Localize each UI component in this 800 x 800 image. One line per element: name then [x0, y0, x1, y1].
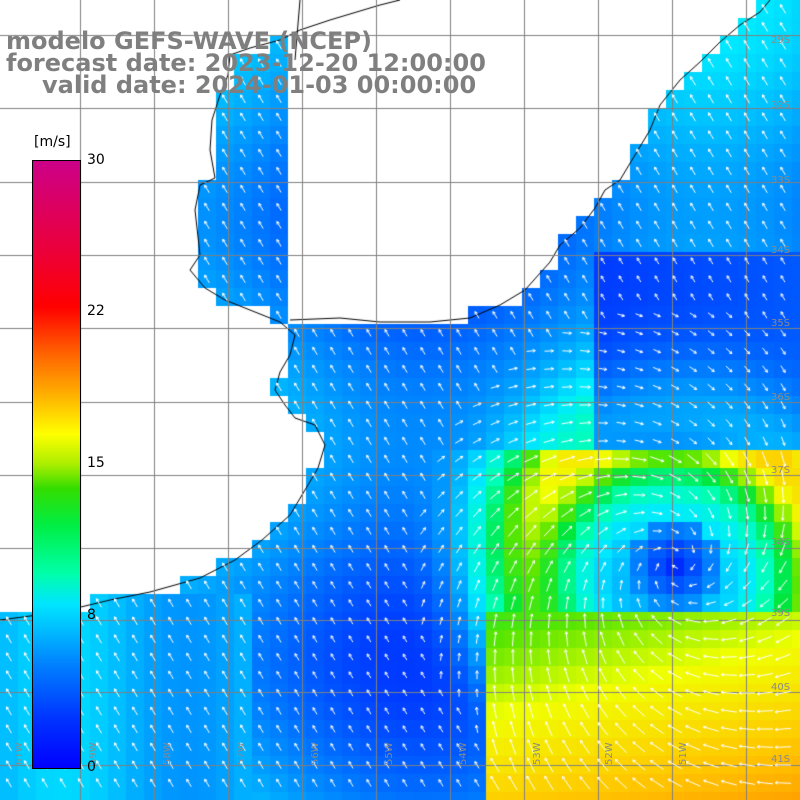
longitude-label: 51W	[678, 742, 689, 765]
colorbar-tick-0: 0	[87, 759, 96, 775]
latitude-label: 38S	[771, 537, 791, 548]
longitude-label: 53W	[532, 742, 543, 765]
colorbar-tick-22: 22	[87, 303, 105, 319]
latitude-label: 40S	[771, 682, 791, 693]
latitude-label: 36S	[771, 392, 791, 403]
map-title: modelo GEFS-WAVE (NCEP) forecast date: 2…	[6, 27, 486, 99]
longitude-label: 56W	[310, 742, 321, 765]
colorbar	[32, 160, 81, 769]
latitude-label: 35S	[771, 318, 791, 329]
model-name: modelo GEFS-WAVE (NCEP)	[6, 27, 372, 55]
longitude-label: 55W	[384, 742, 395, 765]
latitude-label: 33S	[771, 175, 791, 186]
colorbar-unit: [m/s]	[34, 134, 71, 150]
longitude-label: 52W	[604, 742, 615, 765]
latitude-label: 37S	[771, 465, 791, 476]
latitude-label: 39S	[771, 608, 791, 619]
valid-date: valid date: 2024-01-03 00:00:00	[42, 71, 477, 99]
latitude-label: 41S	[771, 754, 791, 765]
forecast-date: forecast date: 2023-12-20 12:00:00	[6, 49, 486, 77]
longitude-label: 54W	[458, 742, 469, 765]
longitude-label: 61W	[14, 742, 25, 765]
latitude-label: 34S	[771, 245, 791, 256]
longitude-label: 58W	[162, 742, 173, 765]
latitude-label: 29S	[771, 35, 791, 46]
latitude-label: 32S	[771, 100, 791, 111]
colorbar-tick-8: 8	[87, 607, 96, 623]
colorbar-tick-15: 15	[87, 455, 105, 471]
colorbar-tick-30: 30	[87, 152, 105, 168]
longitude-label: 57W	[236, 742, 247, 765]
